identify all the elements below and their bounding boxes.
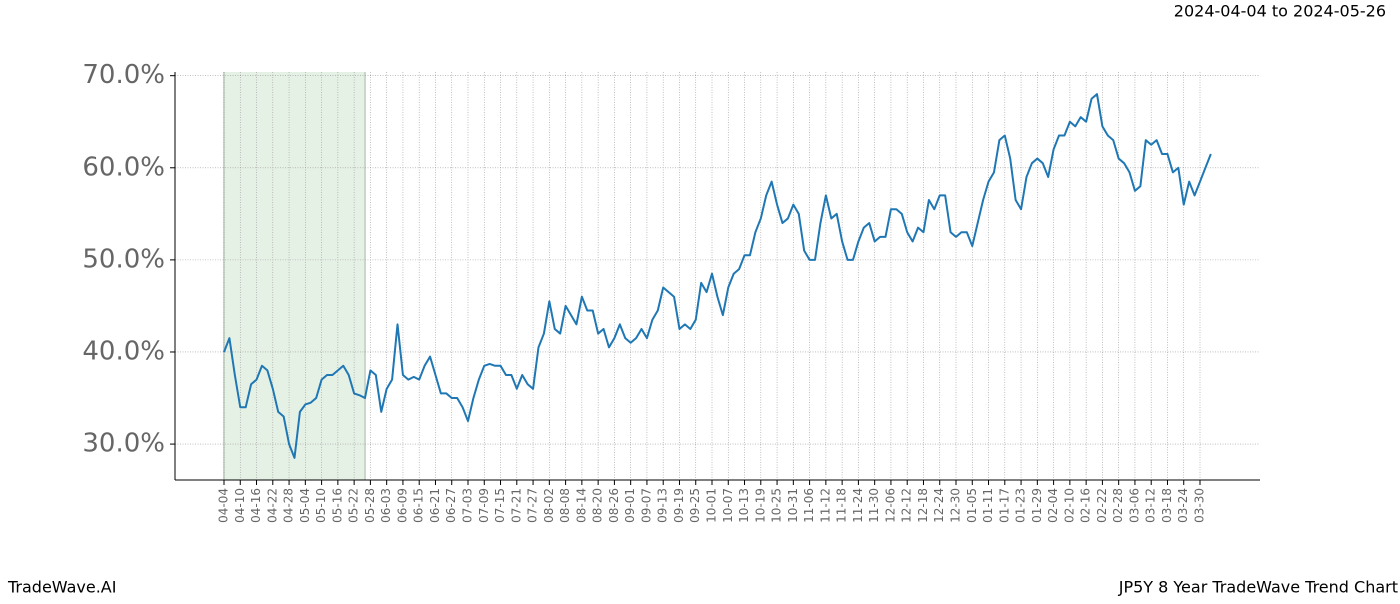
x-tick-label: 11-06 xyxy=(802,488,816,523)
x-tick-label: 10-07 xyxy=(721,488,735,523)
x-tick-label: 05-10 xyxy=(314,488,328,523)
shaded-range xyxy=(224,72,365,480)
x-tick-label: 12-18 xyxy=(916,488,930,523)
x-tick-label: 05-16 xyxy=(330,488,344,523)
x-tick-label: 08-08 xyxy=(558,488,572,523)
x-tick-label: 12-12 xyxy=(900,488,914,523)
chart-name: JP5Y 8 Year TradeWave Trend Chart xyxy=(1118,578,1398,597)
y-tick-label: 40.0% xyxy=(82,336,165,366)
y-tick-label: 30.0% xyxy=(82,429,165,459)
x-tick-label: 05-28 xyxy=(363,488,377,523)
x-tick-label: 03-30 xyxy=(1193,488,1207,523)
x-tick-label: 06-15 xyxy=(412,488,426,523)
x-tick-label: 10-25 xyxy=(770,488,784,523)
x-tick-label: 01-17 xyxy=(997,488,1011,523)
x-tick-label: 06-03 xyxy=(379,488,393,523)
series-line xyxy=(223,93,1212,459)
x-tick-label: 08-26 xyxy=(607,488,621,523)
x-tick-label: 06-09 xyxy=(395,488,409,523)
x-tick-label: 10-31 xyxy=(786,488,800,523)
x-tick-label: 03-12 xyxy=(1144,488,1158,523)
x-tick-label: 11-24 xyxy=(851,488,865,523)
x-tick-label: 12-06 xyxy=(883,488,897,523)
x-tick-label: 04-22 xyxy=(265,488,279,523)
x-tick-label: 02-10 xyxy=(1062,488,1076,523)
x-tick-label: 02-04 xyxy=(1046,488,1060,523)
x-tick-label: 07-09 xyxy=(477,488,491,523)
x-tick-label: 11-30 xyxy=(867,488,881,523)
x-tick-label: 03-24 xyxy=(1176,488,1190,523)
x-tick-label: 03-18 xyxy=(1160,488,1174,523)
x-tick-label: 01-23 xyxy=(1014,488,1028,523)
x-tick-label: 04-10 xyxy=(233,488,247,523)
x-tick-label: 12-24 xyxy=(932,488,946,523)
x-tick-label: 05-22 xyxy=(347,488,361,523)
x-tick-label: 04-28 xyxy=(282,488,296,523)
x-tick-label: 07-27 xyxy=(526,488,540,523)
x-tick-label: 01-11 xyxy=(981,488,995,523)
x-tick-label: 04-04 xyxy=(217,488,231,523)
x-tick-label: 04-16 xyxy=(249,488,263,523)
x-tick-label: 02-22 xyxy=(1095,488,1109,523)
x-tick-label: 11-18 xyxy=(835,488,849,523)
x-tick-label: 06-21 xyxy=(428,488,442,523)
x-tick-label: 08-14 xyxy=(574,488,588,523)
y-tick-label: 50.0% xyxy=(82,244,165,274)
x-tick-label: 01-29 xyxy=(1030,488,1044,523)
x-tick-label: 11-12 xyxy=(818,488,832,523)
x-tick-label: 09-19 xyxy=(672,488,686,523)
x-tick-label: 02-28 xyxy=(1111,488,1125,523)
x-tick-label: 10-19 xyxy=(753,488,767,523)
x-tick-label: 06-27 xyxy=(444,488,458,523)
x-tick-label: 09-25 xyxy=(688,488,702,523)
x-tick-label: 09-13 xyxy=(656,488,670,523)
x-tick-label: 09-07 xyxy=(639,488,653,523)
x-tick-label: 07-21 xyxy=(509,488,523,523)
x-tick-label: 08-20 xyxy=(591,488,605,523)
x-tick-label: 09-01 xyxy=(623,488,637,523)
y-tick-label: 70.0% xyxy=(82,60,165,90)
x-tick-label: 10-01 xyxy=(705,488,719,523)
x-tick-label: 12-30 xyxy=(949,488,963,523)
x-tick-label: 02-16 xyxy=(1079,488,1093,523)
x-tick-label: 07-03 xyxy=(461,488,475,523)
date-range: 2024-04-04 to 2024-05-26 xyxy=(1174,2,1386,21)
x-tick-label: 07-15 xyxy=(493,488,507,523)
brand: TradeWave.AI xyxy=(7,578,116,597)
x-tick-label: 05-04 xyxy=(298,488,312,523)
x-tick-label: 03-06 xyxy=(1127,488,1141,523)
x-tick-label: 01-05 xyxy=(965,488,979,523)
x-tick-label: 08-02 xyxy=(542,488,556,523)
y-tick-label: 60.0% xyxy=(82,152,165,182)
x-tick-label: 10-13 xyxy=(737,488,751,523)
